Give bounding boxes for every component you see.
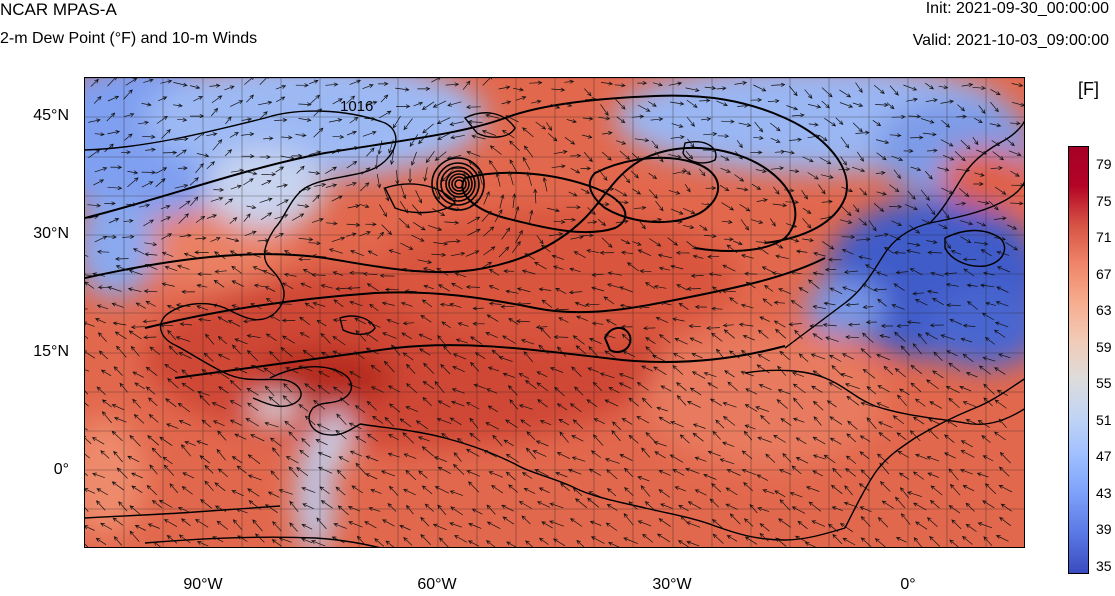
lat-label-30n: 30°N (33, 225, 69, 242)
colorbar-tick-label: 59 (1096, 338, 1112, 355)
lon-label-0: 0° (900, 576, 916, 593)
wind-arrows (85, 78, 1024, 547)
colorbar-tick-label: 79 (1096, 156, 1112, 172)
lon-label-30w: 30°W (652, 576, 692, 593)
field-title: 2-m Dew Point (°F) and 10-m Winds (0, 30, 258, 47)
colorbar-tick-label: 67 (1096, 265, 1112, 282)
colorbar-tick-label: 39 (1096, 521, 1112, 537)
colorbar-tick-label: 75 (1096, 192, 1112, 209)
colorbar-tick-label: 63 (1096, 302, 1112, 318)
lon-label-90w: 90°W (183, 576, 223, 593)
colorbar-tick-label: 35 (1096, 557, 1112, 574)
lon-label-60w: 60°W (417, 576, 457, 593)
lat-label-45n: 45°N (33, 107, 69, 124)
colorbar (1068, 146, 1089, 574)
colorbar-tick-label: 51 (1096, 411, 1112, 428)
model-title: NCAR MPAS-A (0, 0, 117, 19)
colorbar-tick-label: 47 (1096, 448, 1112, 464)
hurricane-contours (431, 157, 485, 211)
dewpoint-map: 1016 (84, 77, 1025, 548)
colorbar-tick-label: 43 (1096, 484, 1112, 501)
colorbar-tick-label: 55 (1096, 375, 1112, 391)
valid-time: Valid: 2021-10-03_09:00:00 (912, 32, 1109, 49)
colorbar-unit: [F] (1078, 79, 1099, 99)
wind-vectors (85, 78, 1024, 547)
coastlines (85, 110, 1024, 547)
map-canvas: 1016 (85, 78, 1024, 547)
contour-label: 1016 (340, 98, 373, 115)
init-time: Init: 2021-09-30_00:00:00 (925, 0, 1109, 17)
lat-label-15n: 15°N (33, 343, 69, 360)
lat-label-0: 0° (53, 461, 69, 478)
colorbar-tick-label: 71 (1096, 229, 1112, 245)
